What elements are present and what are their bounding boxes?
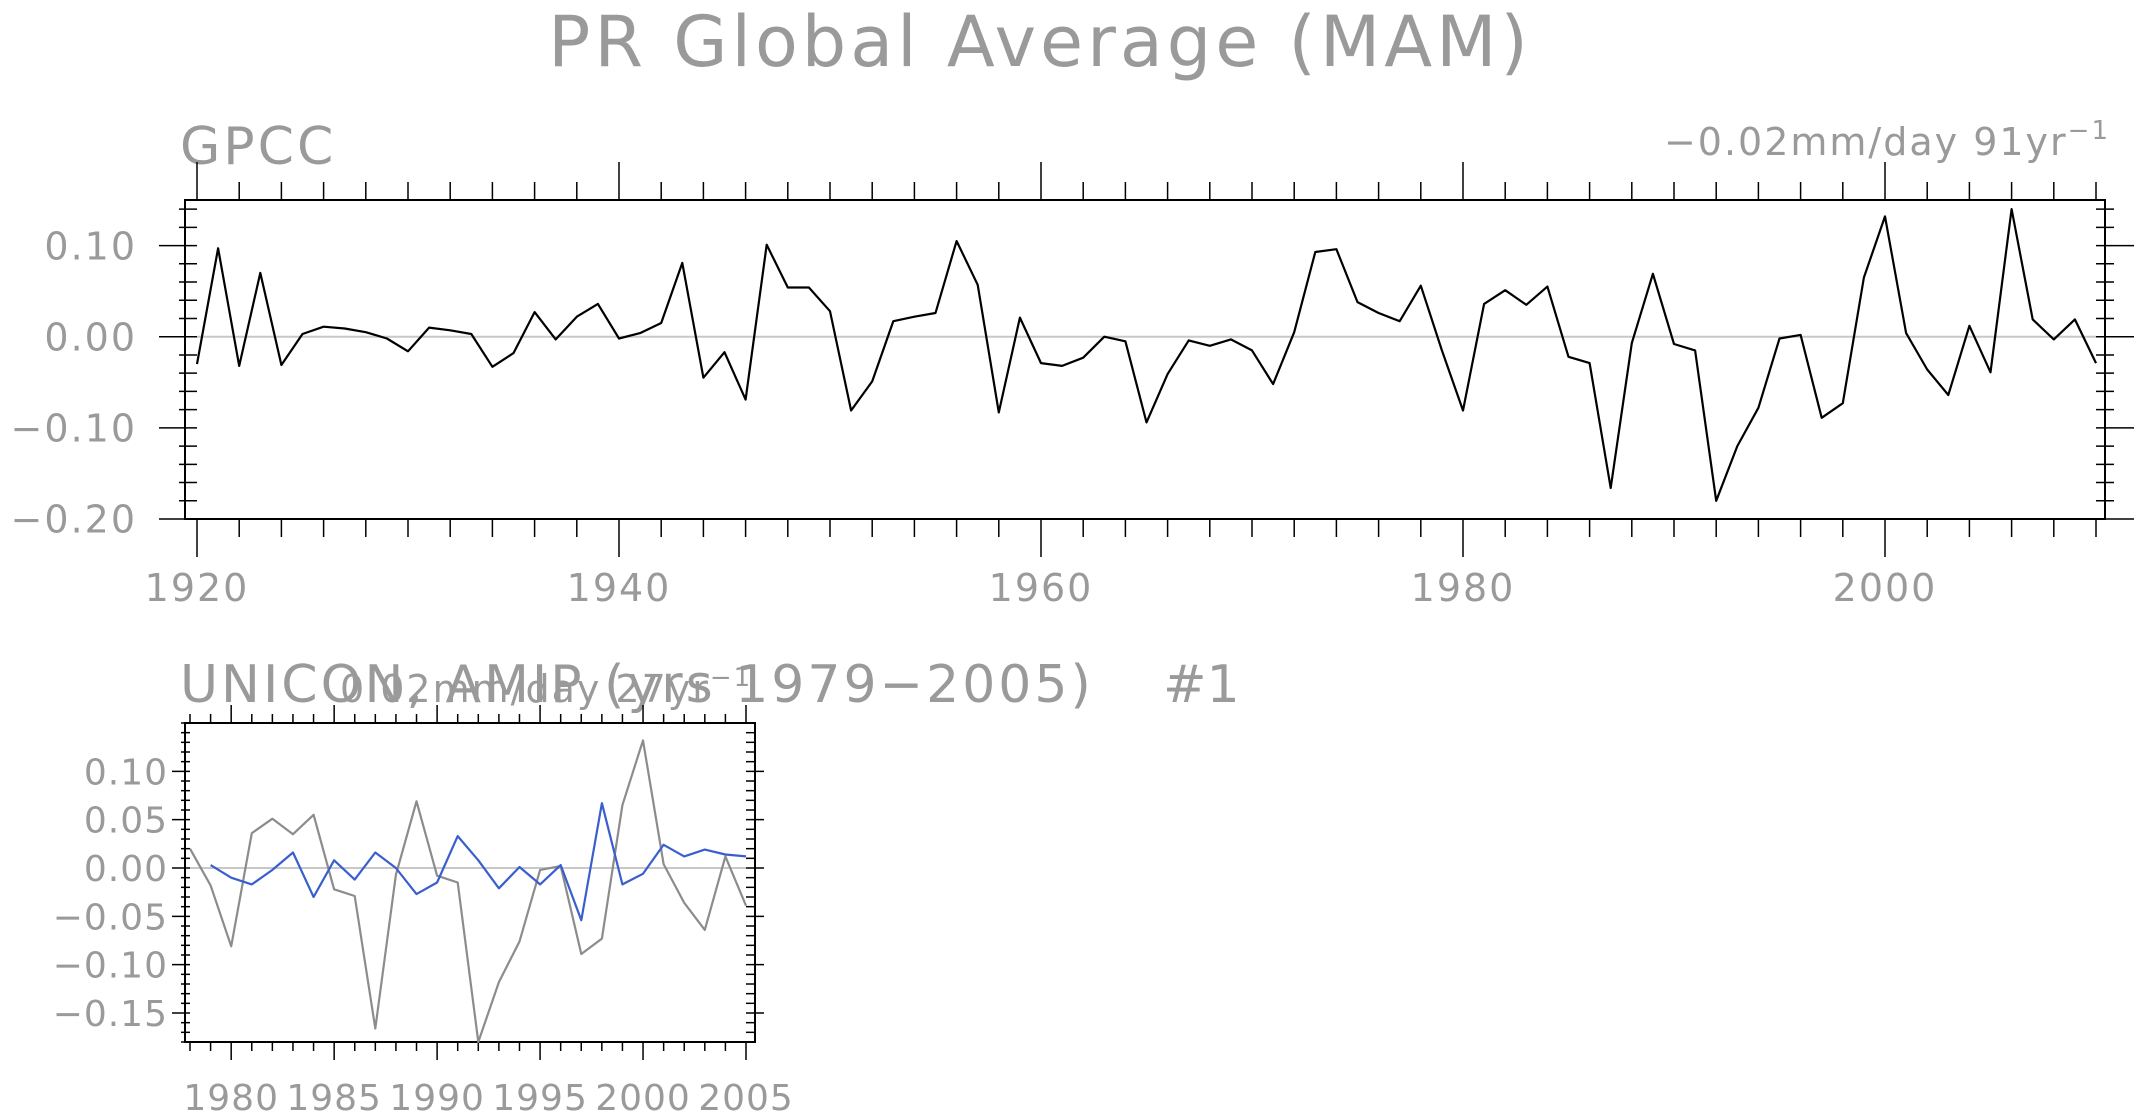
panel-unicon-ensemble: #1	[1163, 655, 1240, 715]
series-line-2	[210, 802, 747, 922]
series-line-1	[189, 739, 748, 1044]
panel-unicon-trend: 0.02mm/day 27yr−1	[340, 663, 752, 711]
x-tick-label: 1980	[183, 1078, 279, 1116]
panel-gpcc-trend: −0.02mm/day 91yr−1	[1664, 116, 2110, 164]
x-tick-label: 2000	[595, 1078, 691, 1116]
y-tick-label: −0.05	[53, 897, 168, 938]
y-tick-label: 0.10	[44, 224, 137, 268]
panel-gpcc-xtick-labels: 1920 1940 1960 1980 2000	[145, 566, 1938, 610]
x-tick-label: 1940	[567, 566, 672, 610]
panel-gpcc-series	[195, 208, 2097, 502]
panel-unicon-frame	[184, 722, 756, 1043]
x-tick-label: 1920	[145, 566, 250, 610]
x-tick-label: 1995	[492, 1078, 588, 1116]
series-line-1	[195, 208, 2097, 502]
panel-unicon: UNICON, AMIP (yrs 1979−2005) #1 0.02mm/d…	[53, 655, 1240, 1116]
panel-gpcc-ytick-labels: −0.20 −0.10 0.00 0.10	[11, 224, 137, 542]
y-tick-label: 0.05	[84, 801, 168, 842]
y-tick-label: 0.00	[44, 315, 137, 359]
x-tick-label: 2000	[1833, 566, 1938, 610]
y-tick-label: 0.10	[84, 752, 168, 793]
panel-unicon-ytick-labels: −0.15 −0.10 −0.05 0.00 0.05 0.10	[53, 752, 168, 1035]
panel-gpcc: GPCC −0.02mm/day 91yr−1 1920 1940 1960 1980…	[11, 116, 2134, 610]
y-tick-label: −0.10	[53, 946, 168, 987]
panel-unicon-title: UNICON, AMIP (yrs 1979−2005)	[180, 655, 1094, 715]
panel-unicon-series	[189, 739, 748, 1044]
x-tick-label: 1980	[1411, 566, 1516, 610]
x-tick-label: 1990	[389, 1078, 485, 1116]
panel-gpcc-title: GPCC	[180, 117, 336, 177]
y-tick-label: −0.10	[11, 407, 137, 451]
panel-unicon-xtick-labels: 1980 1985 1990 1995 2000 2005	[183, 1078, 794, 1116]
figure-title: PR Global Average (MAM)	[548, 1, 1532, 83]
y-tick-label: −0.20	[11, 498, 137, 542]
panel-gpcc-ticks	[159, 162, 2134, 557]
x-tick-label: 1985	[286, 1078, 382, 1116]
x-tick-label: 1960	[989, 566, 1094, 610]
y-tick-label: 0.00	[84, 849, 168, 890]
panel-gpcc-frame	[184, 199, 2106, 520]
x-tick-label: 2005	[698, 1078, 794, 1116]
panel-unicon-ticks	[172, 705, 764, 1060]
y-tick-label: −0.15	[53, 994, 168, 1035]
